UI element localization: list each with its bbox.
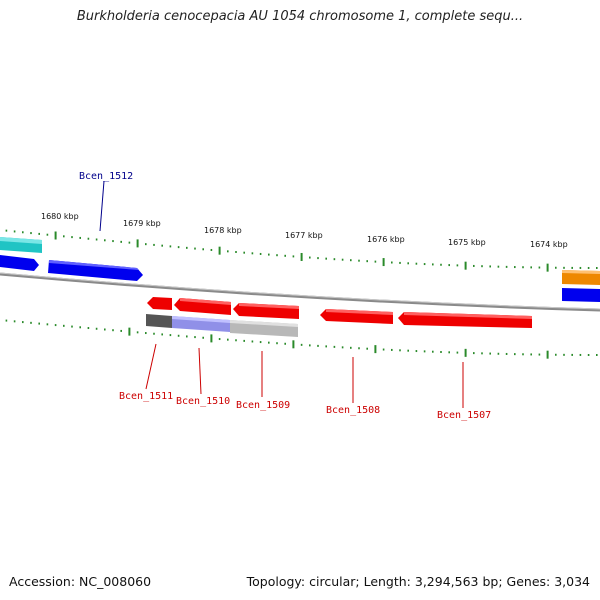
kbp-label-1679: 1679 kbp bbox=[123, 219, 161, 228]
chromosome-backbone-highlight bbox=[0, 272, 600, 310]
kbp-label-1677: 1677 kbp bbox=[285, 231, 323, 240]
feature-cds-bcen1511[interactable] bbox=[147, 297, 172, 310]
kbp-label-1674: 1674 kbp bbox=[530, 240, 568, 249]
kbp-label-1675: 1675 kbp bbox=[448, 238, 486, 247]
outer-tick-ring bbox=[5, 229, 598, 272]
gene-label-bcen1511[interactable]: Bcen_1511 bbox=[119, 391, 173, 402]
gene-label-bcen1512[interactable]: Bcen_1512 bbox=[79, 171, 133, 182]
feature-pseudo-bcen1510-shine bbox=[172, 316, 230, 323]
feature-rna-left-shine bbox=[0, 237, 42, 244]
feature-dark-bcen1511[interactable] bbox=[146, 314, 172, 328]
feature-other-right-shine bbox=[562, 270, 600, 274]
feature-cds-bcen1512[interactable] bbox=[48, 260, 143, 281]
leader-bcen1511 bbox=[145, 343, 157, 390]
gene-label-bcen1507[interactable]: Bcen_1507 bbox=[437, 410, 491, 421]
gene-label-bcen1509[interactable]: Bcen_1509 bbox=[236, 400, 290, 411]
feature-cds-forward-left[interactable] bbox=[0, 255, 39, 271]
feature-gray-bcen1509-shine bbox=[230, 320, 298, 327]
leader-bcen1510 bbox=[198, 347, 202, 395]
map-title: Burkholderia cenocepacia AU 1054 chromos… bbox=[76, 9, 524, 24]
kbp-label-1680: 1680 kbp bbox=[41, 212, 79, 221]
chromosome-backbone bbox=[0, 272, 600, 312]
feature-cds-bcen1508-shine bbox=[326, 309, 393, 315]
gene-label-bcen1508[interactable]: Bcen_1508 bbox=[326, 405, 380, 416]
gene-label-bcen1510[interactable]: Bcen_1510 bbox=[176, 396, 230, 407]
accession-label: Accession: NC_008060 bbox=[9, 574, 152, 589]
kbp-label-1678: 1678 kbp bbox=[204, 226, 242, 235]
inner-tick-ring bbox=[5, 319, 598, 359]
leader-bcen1512 bbox=[99, 180, 105, 232]
feature-cds-bcen1510-shine bbox=[180, 298, 231, 305]
topology-label: Topology: circular; Length: 3,294,563 bp… bbox=[246, 574, 590, 589]
feature-cds-bcen1507-shine bbox=[404, 312, 532, 319]
kbp-label-1676: 1676 kbp bbox=[367, 235, 405, 244]
feature-cds-forward-right[interactable] bbox=[562, 288, 600, 302]
feature-cds-bcen1509-shine bbox=[239, 303, 299, 309]
feature-cds-bcen1512-shine bbox=[49, 260, 139, 270]
